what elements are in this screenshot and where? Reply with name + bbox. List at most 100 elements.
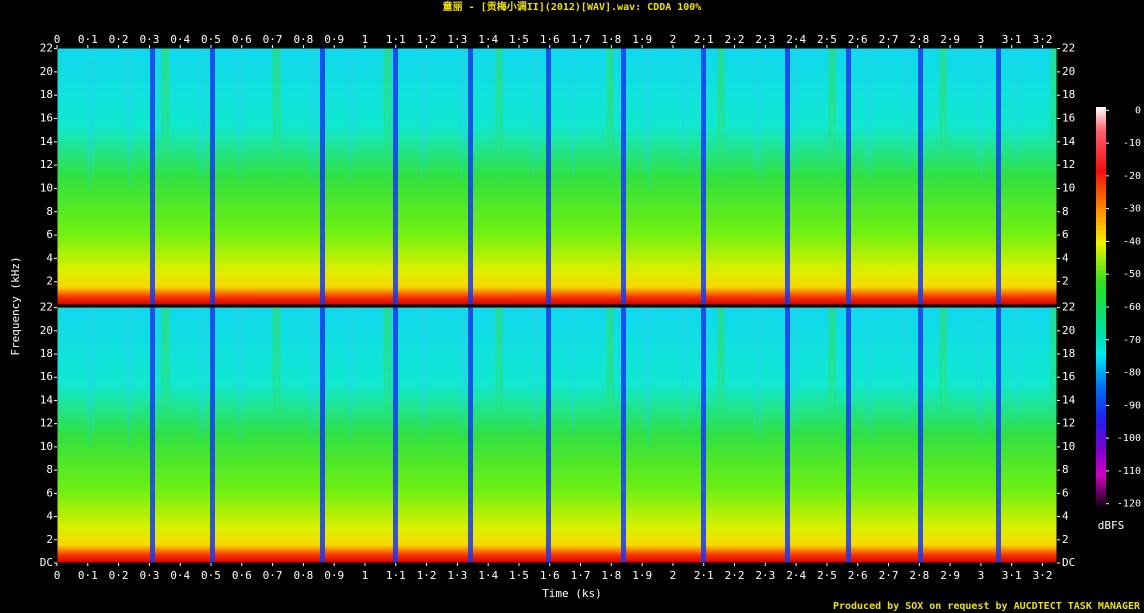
- spectrogram-streak: [759, 307, 761, 443]
- spectrogram-streak: [199, 48, 201, 185]
- spectrogram-streak: [830, 48, 832, 182]
- spectrogram-streak: [161, 48, 163, 128]
- y-tick-label: 4: [1062, 510, 1069, 523]
- y-tick-label: 2: [1062, 275, 1069, 288]
- spectrogram-streak: [347, 307, 349, 371]
- x-tick-label: 2·1: [694, 33, 714, 46]
- spectrogram-streak: [87, 48, 89, 164]
- spectrogram-streak: [459, 307, 461, 392]
- x-tick-label: 3: [978, 33, 985, 46]
- spectrogram-streak: [236, 48, 238, 115]
- x-tick-label: 1·6: [540, 569, 560, 582]
- spectrogram-streak: [906, 48, 908, 90]
- spectrogram-streak: [310, 307, 312, 441]
- spectrogram-streak: [831, 307, 833, 361]
- spectrogram-streak: [346, 48, 348, 90]
- spectrogram-streak: [612, 48, 614, 177]
- spectrogram-streak: [348, 307, 350, 395]
- spectrogram-streak: [167, 48, 169, 164]
- spectrogram-streak: [939, 48, 941, 133]
- x-tick-label: 1: [362, 569, 369, 582]
- spectrogram-streak: [276, 307, 278, 374]
- spectrogram-streak: [717, 307, 719, 397]
- spectrogram-streak: [756, 48, 758, 115]
- track-gap: [701, 48, 706, 305]
- spectrogram-streak: [865, 307, 867, 428]
- spectrogram-streak: [868, 307, 870, 395]
- spectrogram-streak: [93, 48, 95, 97]
- spectrogram-streak: [351, 48, 353, 102]
- spectrogram-streak: [533, 307, 535, 356]
- spectrogram-streak: [462, 307, 464, 359]
- y-tick-label: 8: [1062, 205, 1069, 218]
- spectrogram-streak: [976, 307, 978, 425]
- track-gap: [621, 48, 626, 305]
- spectrogram-streak: [1018, 307, 1020, 369]
- x-tick-label: 2·9: [940, 569, 960, 582]
- x-tick-label: 0·5: [201, 569, 221, 582]
- spectrogram-streak: [163, 307, 165, 433]
- spectrogram-streak: [353, 307, 355, 407]
- spectrogram-streak: [202, 48, 204, 151]
- spectrogram-streak: [237, 48, 239, 138]
- spectrogram-streak: [828, 48, 830, 136]
- x-tick-label: 1·2: [417, 33, 437, 46]
- spectrogram-streak: [573, 307, 575, 356]
- track-gap: [846, 307, 851, 563]
- x-tick-label: 2·6: [848, 569, 868, 582]
- spectrogram-streak: [127, 48, 129, 164]
- spectrogram-streak: [537, 48, 539, 87]
- spectrogram-streak: [349, 48, 351, 159]
- y-tick-label: 4: [46, 510, 53, 523]
- spectrogram-streak: [89, 307, 91, 366]
- spectrogram-streak: [1053, 307, 1055, 356]
- spectrogram-streak: [90, 307, 92, 389]
- y-tick-label: 22: [1062, 42, 1075, 55]
- x-tick-label: 2·5: [817, 33, 837, 46]
- spectrogram-streak: [421, 48, 423, 180]
- y-tick-label: 22: [40, 301, 53, 314]
- spectrogram-streak: [754, 307, 756, 430]
- spectrogram-streak: [87, 307, 89, 423]
- spectrogram-streak: [870, 48, 872, 182]
- spectrogram-streak: [1055, 48, 1057, 144]
- spectrogram-streak: [902, 307, 904, 359]
- spectrogram-streak: [574, 48, 576, 120]
- x-tick-label: 0·3: [139, 569, 159, 582]
- spectrogram-streak: [202, 307, 204, 410]
- spectrogram-streak: [314, 307, 316, 430]
- spectrogram-streak: [981, 307, 983, 438]
- spectrogram-streak: [1018, 48, 1020, 110]
- colorbar-tick-label: -50: [1123, 269, 1141, 280]
- spectrogram-streak: [943, 48, 945, 123]
- spectrogram-streak: [719, 48, 721, 185]
- spectrogram-streak: [719, 307, 721, 443]
- spectrogram-streak: [645, 307, 647, 377]
- spectrogram-streak: [570, 48, 572, 131]
- spectrogram-streak: [127, 307, 129, 423]
- spectrogram-streak: [309, 307, 311, 418]
- spectrogram-streak: [385, 48, 387, 169]
- spectrogram-streak: [867, 307, 869, 371]
- colorbar-tick-label: -120: [1117, 499, 1141, 510]
- spectrogram-streak: [125, 307, 127, 377]
- spectrogram-streak: [386, 48, 388, 90]
- spectrogram-streak: [686, 307, 688, 400]
- track-gap: [621, 307, 626, 563]
- spectrogram-streak: [461, 307, 463, 438]
- spectrogram-streak: [535, 307, 537, 402]
- x-tick-label: 2·3: [755, 569, 775, 582]
- spectrogram-streak: [92, 307, 94, 435]
- spectrogram-streak: [278, 307, 280, 420]
- track-gap: [785, 307, 790, 563]
- x-tick-label: 1·1: [386, 569, 406, 582]
- x-tick-label: 1·1: [386, 33, 406, 46]
- spectrogram-streak: [643, 48, 645, 174]
- spectrogram-streak: [686, 48, 688, 141]
- spectrogram-streak: [685, 48, 687, 118]
- spectrogram-streak: [163, 48, 165, 174]
- spectrogram-streak: [574, 307, 576, 379]
- spectrogram-streak: [462, 48, 464, 100]
- x-tick-label: 1·9: [632, 33, 652, 46]
